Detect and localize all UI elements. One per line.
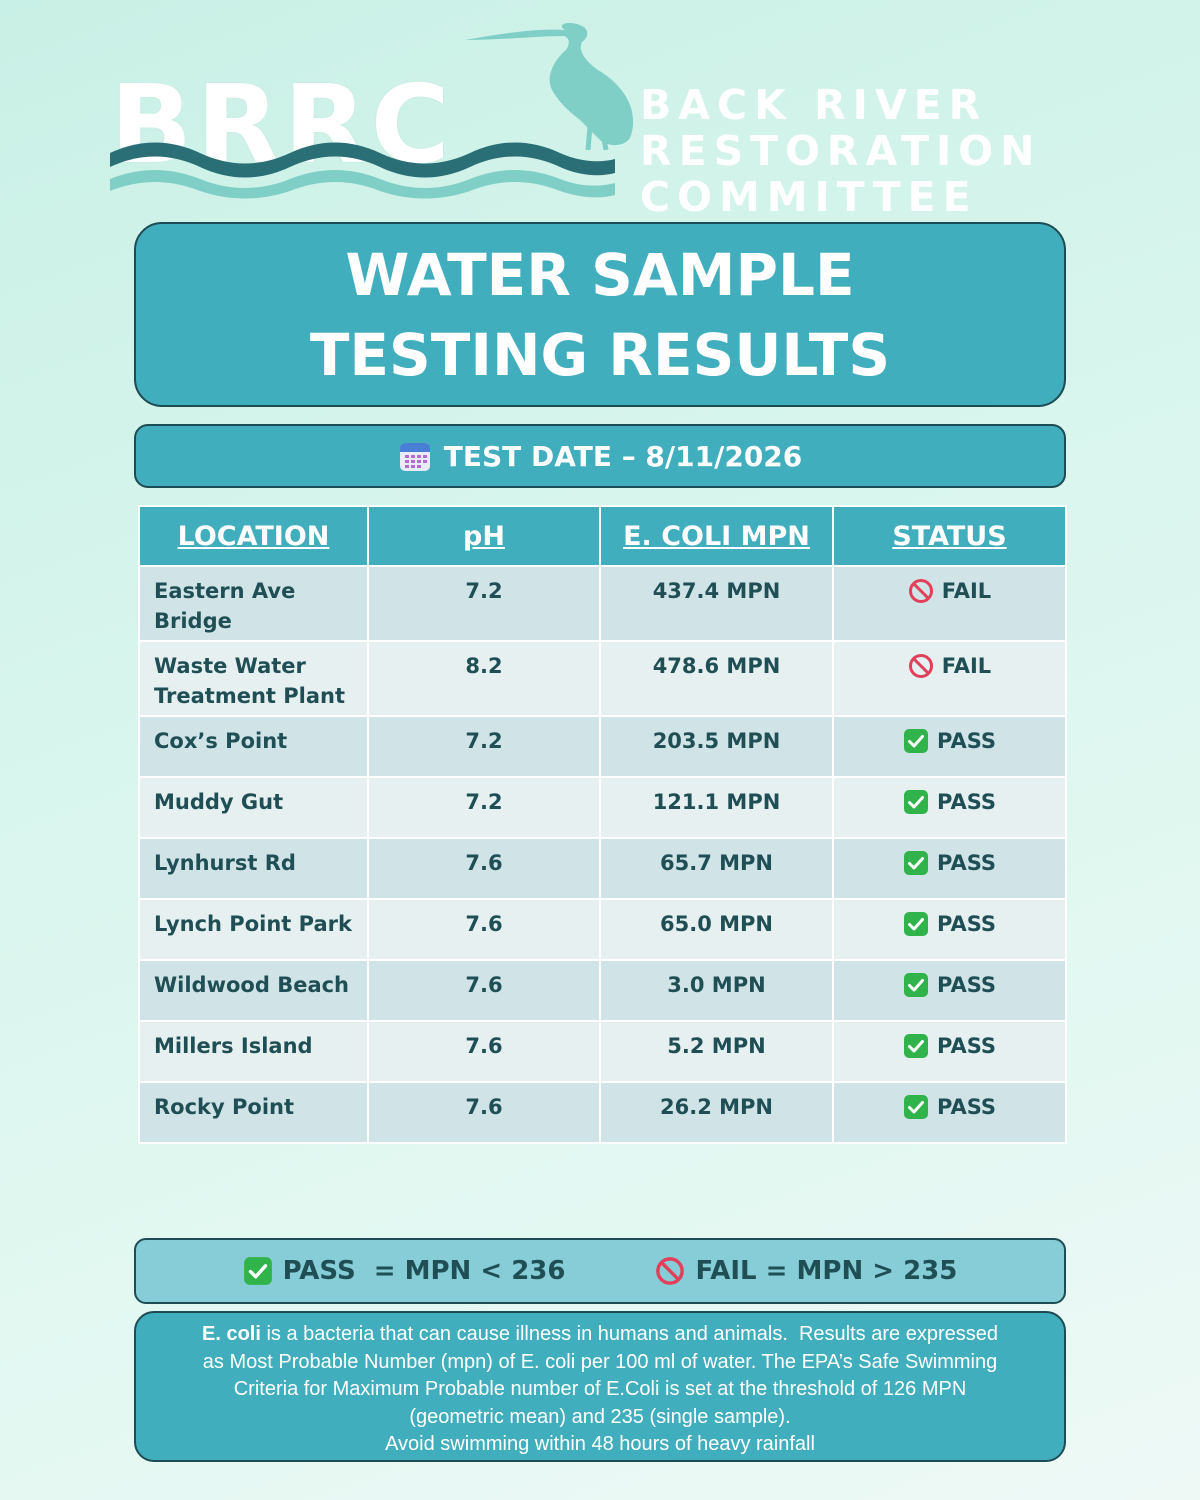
cell-ph: 7.6 — [367, 1020, 601, 1083]
check-icon — [903, 973, 928, 997]
cell-ecoli: 121.1 MPN — [599, 776, 834, 839]
status-label: FAIL — [941, 654, 992, 678]
table-header-row: LOCATION pH E. COLI MPN STATUS — [138, 505, 1067, 567]
header-ecoli: E. COLI MPN — [599, 505, 834, 567]
check-icon — [903, 912, 928, 936]
check-icon — [243, 1257, 272, 1285]
check-icon — [903, 729, 928, 753]
cell-status: FAIL — [832, 565, 1067, 642]
status-label: PASS — [936, 851, 997, 875]
org-name-line: COMMITTEE — [640, 173, 978, 221]
table-row: Lynch Point Park 7.6 65.0 MPN PASS — [138, 898, 1067, 961]
cell-ecoli: 437.4 MPN — [599, 565, 834, 642]
cell-ph: 7.2 — [367, 715, 601, 778]
table-row: Eastern Ave Bridge 7.2 437.4 MPN FAIL — [138, 565, 1067, 642]
cell-ph: 7.6 — [367, 898, 601, 961]
status-label: PASS — [936, 912, 997, 936]
legend-pass: PASS = MPN < 236 — [243, 1256, 566, 1286]
cell-ecoli: 26.2 MPN — [599, 1081, 834, 1144]
title-banner: WATER SAMPLE TESTING RESULTS — [134, 222, 1066, 407]
cell-ecoli: 3.0 MPN — [599, 959, 834, 1022]
heron-icon — [465, 23, 634, 150]
info-line: E. coli is a bacteria that can cause ill… — [176, 1321, 1024, 1349]
status-label: PASS — [936, 729, 997, 753]
cell-status: PASS — [832, 959, 1067, 1022]
cell-ecoli: 5.2 MPN — [599, 1020, 834, 1083]
status-label: PASS — [936, 790, 997, 814]
check-icon — [903, 1034, 928, 1058]
check-icon — [903, 851, 928, 875]
test-date-label: TEST DATE – 8/11/2026 — [443, 439, 803, 473]
status-label: PASS — [936, 1095, 997, 1119]
cell-location: Muddy Gut — [138, 776, 369, 839]
cell-ecoli: 65.0 MPN — [599, 898, 834, 961]
cell-status: PASS — [832, 715, 1067, 778]
cell-ecoli: 203.5 MPN — [599, 715, 834, 778]
table-row: Rocky Point 7.6 26.2 MPN PASS — [138, 1081, 1067, 1144]
prohibited-icon — [908, 579, 933, 603]
page-title-line1: WATER SAMPLE — [345, 240, 855, 309]
cell-status: PASS — [832, 1020, 1067, 1083]
cell-location: Lynch Point Park — [138, 898, 369, 961]
cell-status: PASS — [832, 776, 1067, 839]
test-date-banner: TEST DATE – 8/11/2026 — [134, 424, 1066, 488]
calendar-icon — [399, 443, 430, 471]
cell-location: Lynhurst Rd — [138, 837, 369, 900]
legend-pass-label: PASS = MPN < 236 — [282, 1256, 566, 1286]
info-bold-term: E. coli — [202, 1323, 261, 1345]
cell-ph: 7.2 — [367, 776, 601, 839]
status-label: PASS — [936, 973, 997, 997]
cell-ph: 7.6 — [367, 1081, 601, 1144]
cell-location: Waste Water Treatment Plant — [138, 640, 369, 717]
table-row: Muddy Gut 7.2 121.1 MPN PASS — [138, 776, 1067, 839]
legend-banner: PASS = MPN < 236 FAIL = MPN > 235 — [134, 1238, 1066, 1304]
info-line: as Most Probable Number (mpn) of E. coli… — [202, 1350, 998, 1373]
check-icon — [903, 1095, 928, 1119]
table-row: Waste Water Treatment Plant 8.2 478.6 MP… — [138, 640, 1067, 717]
legend-fail-label: FAIL = MPN > 235 — [695, 1256, 958, 1286]
cell-location: Wildwood Beach — [138, 959, 369, 1022]
cell-location: Rocky Point — [138, 1081, 369, 1144]
table-row: Wildwood Beach 7.6 3.0 MPN PASS — [138, 959, 1067, 1022]
info-line: Criteria for Maximum Probable number of … — [233, 1378, 967, 1400]
cell-status: FAIL — [832, 640, 1067, 717]
cell-ecoli: 65.7 MPN — [599, 837, 834, 900]
cell-ph: 7.6 — [367, 959, 601, 1022]
check-icon — [903, 790, 928, 814]
cell-ph: 7.6 — [367, 837, 601, 900]
results-table: LOCATION pH E. COLI MPN STATUS Eastern A… — [138, 505, 1067, 1144]
info-line1-rest: is a bacteria that can cause illness in … — [260, 1323, 998, 1345]
org-name: BACK RIVER RESTORATION COMMITTEE — [640, 82, 1041, 220]
cell-location: Eastern Ave Bridge — [138, 565, 369, 642]
prohibited-icon — [656, 1257, 685, 1285]
status-label: PASS — [936, 1034, 997, 1058]
brrc-logo: BRRC BACK RIVER RESTORATION COMMITTEE — [110, 20, 1110, 220]
cell-status: PASS — [832, 1081, 1067, 1144]
info-line: (geometric mean) and 235 (single sample)… — [409, 1405, 791, 1428]
table-row: Lynhurst Rd 7.6 65.7 MPN PASS — [138, 837, 1067, 900]
cell-location: Cox’s Point — [138, 715, 369, 778]
info-panel: E. coli is a bacteria that can cause ill… — [134, 1311, 1066, 1462]
cell-location: Millers Island — [138, 1020, 369, 1083]
status-label: FAIL — [941, 579, 992, 603]
waves-icon — [110, 142, 615, 199]
org-name-line: BACK RIVER — [640, 81, 988, 129]
page-title-line2: TESTING RESULTS — [309, 320, 891, 389]
cell-status: PASS — [832, 837, 1067, 900]
table-row: Millers Island 7.6 5.2 MPN PASS — [138, 1020, 1067, 1083]
header-location: LOCATION — [138, 505, 369, 567]
table-row: Cox’s Point 7.2 203.5 MPN PASS — [138, 715, 1067, 778]
cell-status: PASS — [832, 898, 1067, 961]
header-ph: pH — [367, 505, 601, 567]
prohibited-icon — [908, 654, 933, 678]
cell-ph: 8.2 — [367, 640, 601, 717]
info-line: Avoid swimming within 48 hours of heavy … — [385, 1433, 815, 1455]
legend-fail: FAIL = MPN > 235 — [655, 1256, 957, 1286]
cell-ph: 7.2 — [367, 565, 601, 642]
header-status: STATUS — [832, 505, 1067, 567]
org-name-line: RESTORATION — [640, 127, 1042, 175]
cell-ecoli: 478.6 MPN — [599, 640, 834, 717]
